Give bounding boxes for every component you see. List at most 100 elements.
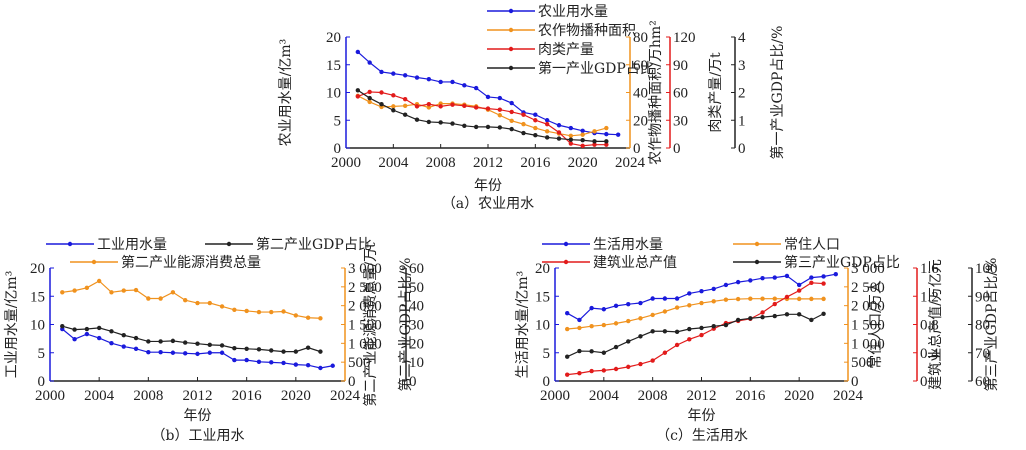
data-point [219,350,225,355]
data-point [592,142,597,147]
legend-item: 工业用水量 [46,237,167,253]
data-point [438,120,443,125]
data-point [772,275,777,280]
data-point [699,288,704,294]
data-point [613,344,619,350]
data-point [256,347,262,352]
data-point [748,278,753,283]
data-point [391,108,396,113]
data-point [662,329,668,334]
y-tick-label: 1 500 [851,318,885,334]
data-point [509,118,514,124]
y-tick-label: 2 000 [348,299,382,315]
y-tick-label: 0 [348,374,356,390]
data-point [232,357,237,363]
data-point [497,125,503,130]
data-point [485,106,491,111]
x-tick-label: 2000 [331,155,361,171]
data-point [796,296,802,302]
x-tick-label: 2000 [35,388,65,404]
data-point [96,325,102,331]
data-point [485,94,491,100]
y-tick-label: 0.4 [920,346,939,362]
data-point [809,275,814,280]
data-point [256,359,262,364]
data-point [318,365,323,371]
data-point [821,311,826,316]
data-point [568,133,574,138]
data-point [96,335,102,341]
data-point [330,363,335,368]
data-point [72,336,77,342]
data-point [650,296,655,301]
data-point [207,300,212,306]
data-point [601,322,607,328]
legend-label: 生活用水量 [593,237,663,253]
y-axis-label-y1: 工业用水量/亿m³ [4,271,20,379]
data-point [796,288,802,293]
data-point [601,350,607,355]
data-point [626,339,631,344]
y-tick-label: 4 [738,30,746,46]
data-point [379,101,384,107]
data-point [244,308,249,314]
y-tick-label: 80 [975,318,990,334]
data-point [462,103,467,109]
data-point [509,100,514,106]
y-tick-label: 1.6 [920,261,939,277]
data-point [533,118,538,123]
legend-swatch-marker [508,46,514,52]
data-point [473,124,479,130]
y-tick-label: 60 [975,374,990,390]
data-point [183,298,188,303]
y-tick-label: 30 [673,113,688,129]
data-point [170,350,176,355]
data-point [256,309,262,315]
data-point [565,354,570,359]
data-point [674,296,680,301]
y-tick-label: 90 [673,58,688,74]
y-tick-label: 0 [673,141,681,157]
y-tick-label: 15 [30,289,45,305]
data-point [521,121,526,127]
data-point [613,303,619,309]
series-line-第一产业GDP占比 [357,89,607,142]
data-point [760,314,765,320]
legend-swatch-marker [563,259,569,265]
legend-item: 建筑业总产值 [542,255,677,271]
legend-item: 肉类产量 [487,42,594,58]
data-point [207,350,212,355]
data-point [565,372,570,377]
data-point [772,296,777,301]
y-axis-label-y2: 常住人口/万人 [868,280,884,369]
data-point [568,141,574,146]
series-line-第二产业GDP占比 [62,325,321,353]
y-tick-label: 5 [543,346,551,362]
data-point [521,112,526,117]
data-point [687,337,692,342]
x-tick-label: 2008 [426,155,456,171]
series-line-生活用水量 [566,273,836,321]
data-point [146,339,151,344]
y-tick-label: 2 500 [851,280,885,296]
y-axis-label-y1: 农业用水量/亿m³ [278,39,294,147]
data-point [158,339,163,344]
y-tick-label: 20 [633,113,648,129]
data-point [580,143,585,148]
data-point [687,291,692,296]
data-point [414,104,420,109]
data-point [473,85,479,91]
data-point [577,325,582,331]
y-tick-label: 500 [851,355,874,371]
data-point [293,362,299,367]
data-point [674,342,680,348]
data-point [772,301,777,307]
x-tick-label: 2020 [568,155,598,171]
data-point [821,274,826,279]
y-axis-label-y3: 建筑业总产值/万亿元 [928,259,944,390]
data-point [821,296,826,302]
y-tick-label: 60 [673,86,688,102]
legend-item: 第二产业GDP占比 [205,236,372,253]
data-point [195,341,200,346]
